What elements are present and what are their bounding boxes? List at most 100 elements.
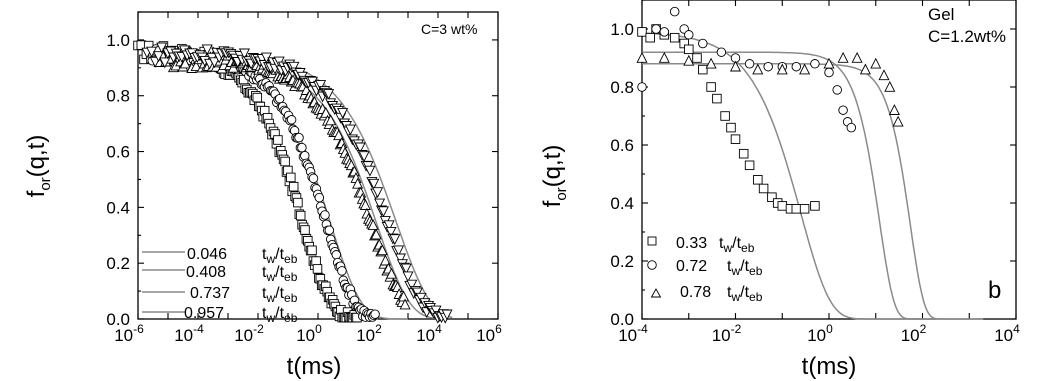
data-point bbox=[315, 193, 324, 202]
fit-curve bbox=[642, 52, 937, 319]
data-point bbox=[281, 157, 290, 166]
legend-label: tw/teb bbox=[262, 285, 298, 305]
legend-label: tw/teb bbox=[727, 258, 763, 278]
data-point bbox=[638, 28, 647, 37]
data-point bbox=[325, 226, 334, 235]
y-axis-label-a: for(q,t) bbox=[23, 135, 54, 198]
legend-entry: 0.408 tw/teb bbox=[142, 264, 298, 284]
data-point bbox=[309, 174, 318, 183]
data-point bbox=[693, 54, 702, 63]
data-point bbox=[253, 93, 262, 102]
legend-a: 0.046 tw/teb 0.408 tw/teb 0.737 tw/teb 0… bbox=[142, 246, 298, 325]
legend-marker-square bbox=[648, 237, 656, 245]
data-point bbox=[638, 83, 647, 92]
data-point bbox=[890, 105, 900, 114]
y-tick-label: 0.6 bbox=[610, 136, 634, 155]
legend-marker-circle bbox=[648, 261, 657, 270]
data-point bbox=[321, 211, 330, 220]
data-point bbox=[825, 68, 834, 77]
data-point bbox=[312, 257, 321, 266]
y-tick-label: 0.0 bbox=[106, 310, 130, 329]
data-point bbox=[727, 123, 736, 132]
data-point bbox=[811, 202, 820, 211]
data-point bbox=[713, 94, 722, 103]
data-markers-b bbox=[637, 7, 903, 213]
data-point bbox=[371, 310, 380, 319]
data-point bbox=[275, 94, 284, 103]
panel-letter-b: b bbox=[988, 277, 1001, 304]
data-point bbox=[800, 65, 810, 74]
data-point bbox=[717, 48, 726, 57]
y-tick-label: 0.4 bbox=[106, 198, 130, 217]
data-point bbox=[670, 33, 679, 42]
legend-value: 0.737 bbox=[190, 285, 230, 302]
legend-entry: 0.957 tw/teb bbox=[142, 305, 298, 325]
data-point bbox=[721, 112, 730, 121]
legend-label: tw/teb bbox=[262, 305, 298, 325]
data-point bbox=[745, 161, 754, 170]
data-point bbox=[296, 211, 305, 220]
legend-value: 0.72 bbox=[676, 258, 707, 275]
data-point bbox=[893, 117, 903, 126]
y-tick-label: 0.4 bbox=[610, 194, 634, 213]
data-point bbox=[800, 205, 809, 214]
data-point bbox=[660, 53, 670, 62]
annotation-concentration-b: C=1.2wt% bbox=[928, 27, 1006, 46]
fit-curve bbox=[642, 64, 983, 319]
legend-value: 0.408 bbox=[186, 264, 226, 281]
y-tick-label: 0.2 bbox=[610, 252, 634, 271]
legend-entry: 0.737 tw/teb bbox=[142, 285, 298, 305]
legend-value: 0.957 bbox=[184, 305, 224, 322]
data-point bbox=[753, 65, 763, 74]
data-point bbox=[699, 65, 708, 74]
x-tick-label: 10-4 bbox=[174, 322, 204, 345]
data-point bbox=[684, 56, 694, 65]
chart-panel-a: 10-6 10-4 10-2 100 102 104 106 0.0 0.2 0.4 0.6 0.8 1… bbox=[23, 12, 502, 380]
data-point bbox=[332, 251, 341, 260]
fit-curve bbox=[642, 33, 937, 319]
y-tick-label: 0.8 bbox=[106, 87, 130, 106]
annotation-concentration-a: C=3 wt% bbox=[421, 21, 477, 37]
legend-value: 0.78 bbox=[680, 284, 711, 301]
x-tick-label: 10-2 bbox=[234, 322, 264, 345]
data-point bbox=[707, 83, 716, 92]
legend-entry: 0.33 tw/teb bbox=[648, 235, 755, 255]
y-tick-label: 0.6 bbox=[106, 143, 130, 162]
legend-entry: 0.046 tw/teb bbox=[142, 246, 298, 266]
x-tick-label: 102 bbox=[356, 322, 382, 345]
data-point bbox=[301, 226, 310, 235]
data-point bbox=[295, 133, 304, 142]
data-point bbox=[833, 86, 842, 95]
data-point bbox=[792, 205, 801, 214]
data-point bbox=[811, 60, 820, 69]
data-point bbox=[274, 136, 283, 145]
data-point bbox=[778, 202, 787, 211]
data-point bbox=[764, 62, 773, 71]
x-tick-label: 106 bbox=[476, 322, 502, 345]
x-tick-label: 104 bbox=[416, 322, 442, 345]
legend-b: 0.33 tw/teb 0.72 tw/teb 0.78 tw/teb bbox=[648, 235, 763, 304]
legend-label: tw/teb bbox=[262, 264, 298, 284]
data-point bbox=[861, 65, 871, 74]
data-point bbox=[685, 45, 694, 54]
data-point bbox=[839, 106, 848, 115]
y-tick-label: 0.0 bbox=[610, 310, 634, 329]
data-point bbox=[287, 116, 296, 125]
legend-label: tw/teb bbox=[719, 235, 755, 255]
x-tick-label: 104 bbox=[994, 322, 1020, 345]
fit-curves-b bbox=[642, 33, 983, 319]
data-point bbox=[298, 143, 307, 152]
data-point bbox=[739, 149, 748, 158]
y-tick-label: 1.0 bbox=[610, 20, 634, 39]
data-point bbox=[660, 28, 669, 37]
data-point bbox=[301, 151, 310, 160]
data-point bbox=[871, 59, 881, 68]
data-point bbox=[852, 53, 862, 62]
y-axis-label-b: for(q,t) bbox=[539, 145, 570, 208]
data-point bbox=[670, 7, 679, 16]
data-point bbox=[745, 60, 754, 69]
x-axis-label-b: t(ms) bbox=[802, 353, 857, 380]
legend-entry: 0.78 tw/teb bbox=[652, 284, 763, 304]
